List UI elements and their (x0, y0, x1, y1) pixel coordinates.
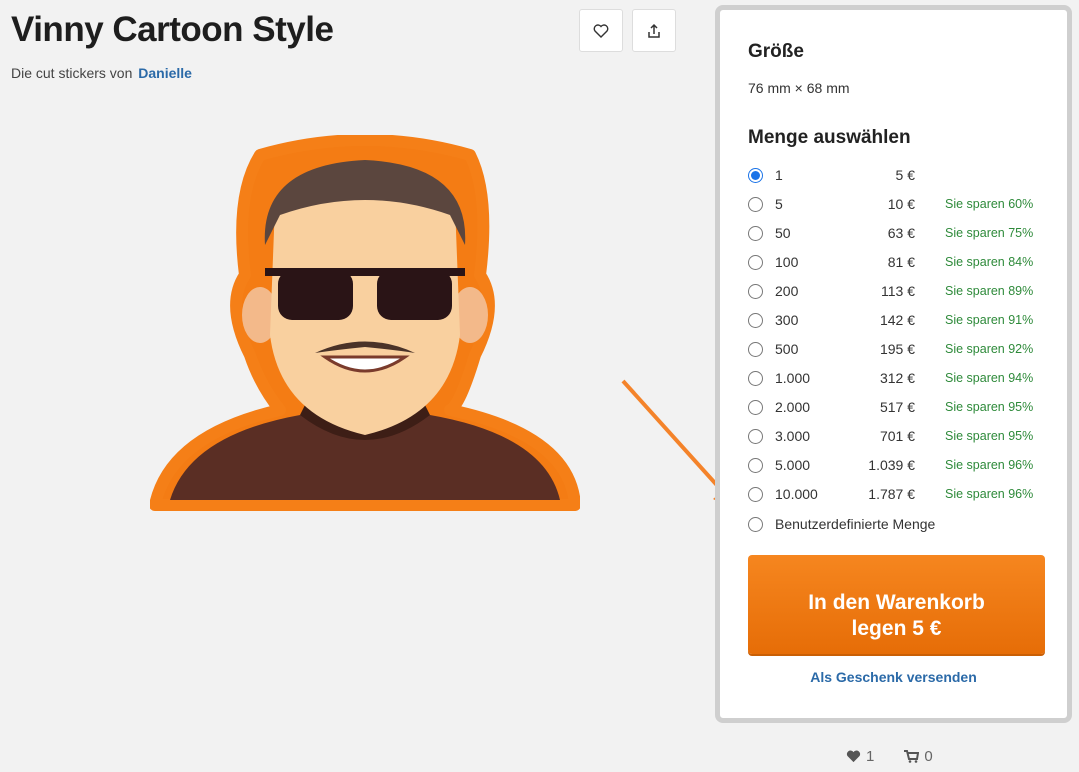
size-value: 76 mm × 68 mm (748, 80, 850, 96)
option-saving: Sie sparen 60% (945, 197, 1034, 211)
share-upload-icon (648, 23, 660, 38)
option-quantity: 50 (775, 225, 791, 241)
option-quantity: 1.000 (775, 370, 811, 386)
option-saving: Sie sparen 84% (945, 255, 1034, 269)
quantity-option[interactable]: 10.000 1.787 € Sie sparen 96% (748, 483, 1048, 505)
share-button[interactable] (632, 9, 676, 52)
radio-button[interactable] (748, 399, 763, 415)
option-quantity: 500 (775, 341, 799, 357)
option-price: 10 € (887, 196, 915, 212)
option-saving: Sie sparen 95% (945, 400, 1034, 414)
option-saving: Sie sparen 75% (945, 226, 1034, 240)
page-title: Vinny Cartoon Style (11, 10, 334, 49)
option-quantity: 3.000 (775, 428, 811, 444)
cart-count: 0 (924, 748, 933, 765)
purchase-panel: Größe 76 mm × 68 mm Menge auswählen 1 5 … (715, 5, 1072, 723)
option-saving: Sie sparen 92% (945, 342, 1034, 356)
likes-count: 1 (866, 748, 875, 765)
cart-label-line1: In den Warenkorb (808, 591, 985, 614)
option-price: 113 € (881, 283, 915, 299)
radio-button[interactable] (748, 341, 763, 357)
option-price: 517 € (879, 399, 915, 415)
quantity-option[interactable]: 500 195 € Sie sparen 92% (748, 338, 1048, 360)
quantity-option[interactable]: 1.000 312 € Sie sparen 94% (748, 367, 1048, 389)
option-price: 142 € (879, 312, 915, 328)
quantity-option[interactable]: 2.000 517 € Sie sparen 95% (748, 396, 1048, 418)
option-quantity: 100 (775, 254, 799, 270)
option-saving: Sie sparen 96% (945, 487, 1034, 501)
quantity-option[interactable]: 100 81 € Sie sparen 84% (748, 251, 1048, 273)
option-price: 5 € (895, 167, 915, 183)
option-saving: Sie sparen 91% (945, 313, 1034, 327)
radio-button[interactable] (748, 225, 763, 241)
favorite-button[interactable] (579, 9, 623, 52)
quantity-option[interactable]: 5 10 € Sie sparen 60% (748, 193, 1048, 215)
option-price: 1.787 € (868, 486, 915, 502)
option-price: 1.039 € (868, 457, 915, 473)
option-saving: Sie sparen 94% (945, 371, 1034, 385)
author-link[interactable]: Danielle (138, 65, 192, 81)
radio-button[interactable] (748, 312, 763, 328)
option-price: 312 € (879, 370, 915, 386)
quantity-option[interactable]: 1 5 € (748, 164, 1048, 186)
custom-quantity-label: Benutzerdefinierte Menge (775, 516, 936, 532)
quantity-option[interactable]: 50 63 € Sie sparen 75% (748, 222, 1048, 244)
option-price: 63 € (887, 225, 915, 241)
byline: Die cut stickers von Danielle (11, 65, 192, 81)
size-heading: Größe (748, 41, 804, 62)
radio-button[interactable] (748, 167, 763, 183)
radio-button[interactable] (748, 254, 763, 270)
radio-button[interactable] (748, 370, 763, 386)
sticker-image (150, 135, 580, 511)
heart-icon (846, 750, 861, 763)
option-quantity: 1 (775, 167, 783, 183)
option-saving: Sie sparen 89% (945, 284, 1034, 298)
radio-button[interactable] (748, 516, 763, 532)
option-saving: Sie sparen 96% (945, 458, 1034, 472)
cart-icon (904, 750, 920, 763)
cart-label-line2: legen 5 € (851, 617, 942, 640)
quantity-option[interactable]: 200 113 € Sie sparen 89% (748, 280, 1048, 302)
stats: 1 0 (846, 748, 933, 765)
option-price: 81 € (887, 254, 915, 270)
quantity-heading: Menge auswählen (748, 127, 911, 148)
radio-button[interactable] (748, 457, 763, 473)
option-saving: Sie sparen 95% (945, 429, 1034, 443)
option-quantity: 300 (775, 312, 799, 328)
option-quantity: 2.000 (775, 399, 811, 415)
option-quantity: 5.000 (775, 457, 811, 473)
quantity-option[interactable]: 3.000 701 € Sie sparen 95% (748, 425, 1048, 447)
option-price: 701 € (879, 428, 915, 444)
radio-button[interactable] (748, 486, 763, 502)
gift-link[interactable]: Als Geschenk versenden (810, 669, 977, 685)
radio-button[interactable] (748, 428, 763, 444)
quantity-option-custom[interactable]: Benutzerdefinierte Menge (748, 513, 1048, 535)
radio-button[interactable] (748, 196, 763, 212)
add-to-cart-button[interactable]: In den Warenkorb legen 5 € (748, 555, 1045, 654)
option-quantity: 5 (775, 196, 783, 212)
quantity-option[interactable]: 5.000 1.039 € Sie sparen 96% (748, 454, 1048, 476)
option-quantity: 200 (775, 283, 799, 299)
option-quantity: 10.000 (775, 486, 818, 502)
option-price: 195 € (879, 341, 915, 357)
heart-outline-icon (593, 23, 609, 38)
byline-prefix: Die cut stickers von (11, 65, 133, 81)
radio-button[interactable] (748, 283, 763, 299)
quantity-option[interactable]: 300 142 € Sie sparen 91% (748, 309, 1048, 331)
